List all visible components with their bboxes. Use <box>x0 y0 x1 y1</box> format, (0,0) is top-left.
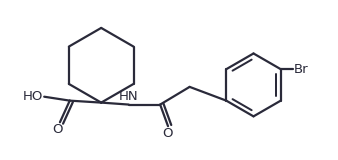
Text: HO: HO <box>23 90 43 103</box>
Text: Br: Br <box>293 63 308 76</box>
Text: HN: HN <box>119 90 139 103</box>
Text: O: O <box>162 127 172 140</box>
Text: O: O <box>53 123 63 136</box>
